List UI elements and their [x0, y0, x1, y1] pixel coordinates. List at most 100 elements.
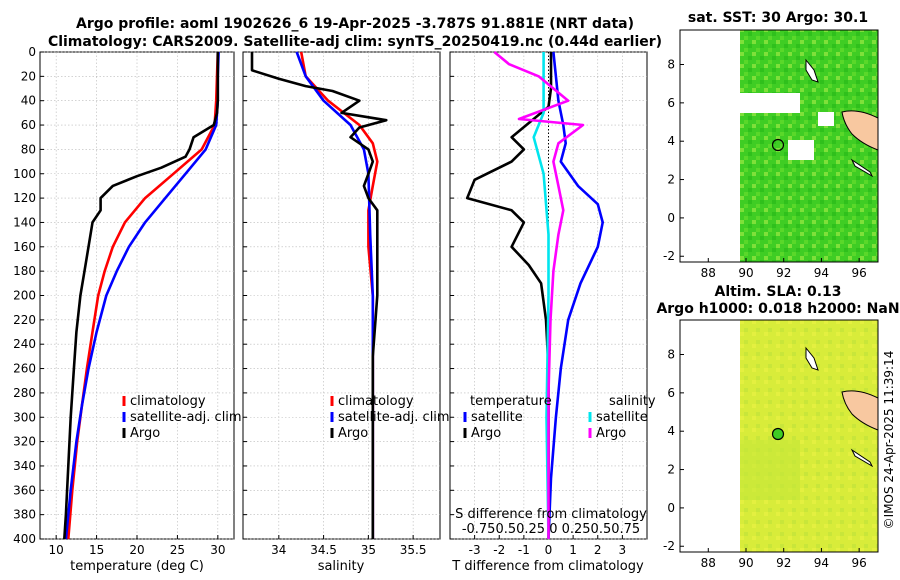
y-tick-label: 120	[13, 191, 36, 205]
y-tick-label: 100	[13, 167, 36, 181]
sst-island-north	[805, 58, 819, 83]
x-tick-label: 2	[594, 543, 602, 557]
y-tick-label: 260	[13, 362, 36, 376]
sla-island-chain	[850, 448, 874, 468]
legend-climatology: climatology	[130, 394, 206, 409]
series-line-salinity-satellite	[532, 52, 550, 540]
series-line-argo	[63, 52, 220, 540]
sst-island-chain	[850, 158, 874, 178]
map-y-tick-label: 2	[667, 463, 675, 477]
legend-s-argo: Argo	[596, 426, 626, 441]
s-difference-label: S difference from climatology	[455, 507, 647, 522]
sla-low-patch	[740, 440, 800, 500]
map-y-tick-label: 2	[667, 173, 675, 187]
sst-map: 88 90 92 94 96 -2 0 2 4 6 8	[663, 29, 879, 280]
legend-t-satellite: satellite	[471, 410, 523, 425]
series-line-temperature-satellite	[547, 51, 605, 540]
sla-map-frame	[679, 319, 879, 553]
map-y-tick-label: 4	[667, 424, 675, 438]
y-tick-label: 40	[21, 94, 36, 108]
y-tick-label: 80	[21, 142, 36, 156]
x-tick-label: -2	[493, 543, 505, 557]
x-tick-label: 1	[569, 543, 577, 557]
sla-argo-marker	[771, 427, 785, 441]
legend-t-argo: Argo	[471, 426, 501, 441]
x-tick-label: 0	[545, 543, 553, 557]
x-tick-label: 35.5	[400, 543, 427, 557]
map-x-tick-label: 96	[852, 266, 867, 280]
temperature-legend: climatology satellite-adj. clim Argo	[122, 394, 242, 441]
x-tick-label: 10	[49, 543, 64, 557]
y-tick-label: 400	[13, 532, 36, 546]
y-tick-label: 180	[13, 264, 36, 278]
sla-map: 88 90 92 94 96 -2 0 2 4 6 8	[663, 319, 879, 570]
y-tick-label: 200	[13, 289, 36, 303]
s-difference-ticks: -0.750.50.25 0 0.250.50.75	[462, 522, 640, 537]
legend-salinity-header: salinity	[609, 394, 656, 409]
map-x-tick-label: 96	[852, 556, 867, 570]
x-tick-label: -3	[469, 543, 481, 557]
map-x-tick-label: 88	[701, 266, 716, 280]
y-tick-label: 160	[13, 240, 36, 254]
y-tick-label: 320	[13, 435, 36, 449]
map-y-tick-label: 4	[667, 134, 675, 148]
map-x-tick-label: 88	[701, 556, 716, 570]
map-x-tick-label: 92	[776, 266, 791, 280]
x-tick-label: 25	[170, 543, 185, 557]
map-y-tick-label: 8	[667, 58, 675, 72]
sst-cloud-gap	[740, 93, 800, 113]
difference-xlabel: T difference from climatology	[451, 559, 644, 574]
main-title: Argo profile: aoml 1902626_6 19-Apr-2025…	[76, 16, 634, 32]
map-x-tick-label: 94	[814, 556, 829, 570]
legend-satellite-adj-2: satellite-adj. clim	[338, 410, 450, 425]
sst-argo-marker	[771, 138, 785, 152]
map-x-tick-label: 90	[738, 556, 753, 570]
map-y-tick-label: 6	[667, 96, 675, 110]
legend-argo-2: Argo	[338, 426, 368, 441]
y-tick-label: 340	[13, 459, 36, 473]
temperature-panel: 0 20 40 60 80 100 120 140 160 180 200 220 240 260 280 3…	[13, 45, 242, 574]
main-subtitle: Climatology: CARS2009. Satellite-adj cli…	[48, 34, 662, 50]
map-x-tick-label: 90	[738, 266, 753, 280]
x-tick-label: 3	[619, 543, 627, 557]
salinity-legend: climatology satellite-adj. clim Argo	[330, 394, 450, 441]
y-tick-label: 280	[13, 386, 36, 400]
sla-map-subtitle: Argo h1000: 0.018 h2000: NaN	[656, 301, 899, 317]
y-tick-label: 140	[13, 215, 36, 229]
y-tick-label: 380	[13, 508, 36, 522]
sst-land-sumatra	[841, 110, 879, 151]
salinity-panel: 34 34.5 35 35.5 salinity climatology satell…	[242, 51, 450, 574]
temperature-xlabel: temperature (deg C)	[70, 559, 204, 574]
legend-s-satellite: satellite	[596, 410, 648, 425]
map-y-tick-label: -2	[663, 249, 675, 263]
legend-climatology-2: climatology	[338, 394, 414, 409]
x-tick-label: 20	[129, 543, 144, 557]
sst-cloud-gap-3	[788, 140, 814, 160]
series-line-temperature-argo	[465, 52, 553, 539]
legend-temperature-header: temperature	[470, 394, 552, 409]
x-tick-label: 34.5	[310, 543, 337, 557]
x-tick-label: 35	[361, 543, 376, 557]
map-x-tick-label: 92	[776, 556, 791, 570]
y-tick-label: 20	[21, 69, 36, 83]
y-tick-label: 0	[28, 45, 36, 59]
map-y-tick-label: -2	[663, 539, 675, 553]
y-tick-label: 300	[13, 410, 36, 424]
sst-map-frame	[679, 29, 879, 263]
x-tick-label: -1	[518, 543, 530, 557]
sla-map-title: Altim. SLA: 0.13	[714, 284, 841, 300]
y-tick-label: 60	[21, 118, 36, 132]
x-tick-label: 30	[210, 543, 225, 557]
legend-argo: Argo	[130, 426, 160, 441]
imos-timestamp-label: ©IMOS 24-Apr-2025 11:39:14	[882, 351, 896, 530]
difference-legend: temperature salinity satellite Argo sate…	[463, 394, 656, 441]
difference-panel: -3 -2 -1 0 1 2 3 T difference from climatology…	[449, 50, 656, 574]
map-y-tick-label: 6	[667, 386, 675, 400]
x-tick-label: 34	[271, 543, 286, 557]
y-tick-label: 240	[13, 337, 36, 351]
map-y-tick-label: 8	[667, 348, 675, 362]
map-x-tick-label: 94	[814, 266, 829, 280]
salinity-xlabel: salinity	[318, 559, 365, 574]
x-tick-label: 15	[89, 543, 104, 557]
sst-map-title: sat. SST: 30 Argo: 30.1	[688, 10, 868, 26]
